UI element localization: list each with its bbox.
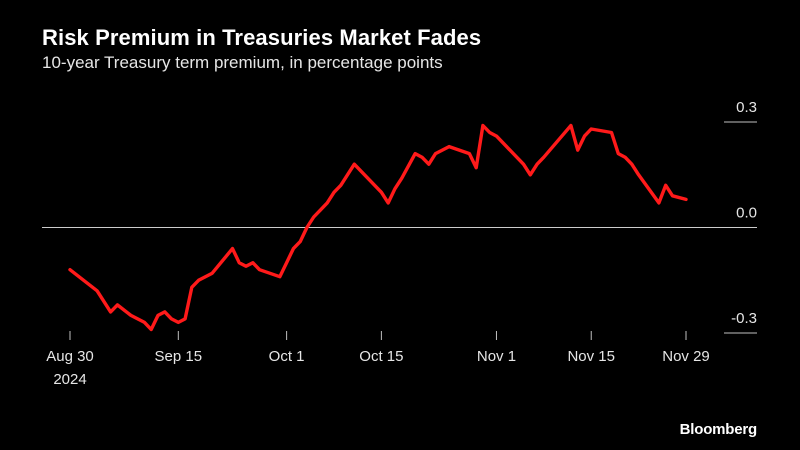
x-tick-label: Aug 30 xyxy=(46,348,94,365)
chart-subtitle: 10-year Treasury term premium, in percen… xyxy=(42,53,443,72)
y-tick-label: 0.0 xyxy=(736,205,757,222)
x-tick-label: Sep 15 xyxy=(155,348,203,365)
y-tick-label: -0.3 xyxy=(731,310,757,327)
x-tick-label: Oct 15 xyxy=(359,348,403,365)
term-premium-line xyxy=(68,123,688,332)
x-tick-sublabel: 2024 xyxy=(53,371,86,388)
x-tick-label: Oct 1 xyxy=(269,348,305,365)
y-tick-label: 0.3 xyxy=(736,99,757,116)
x-tick-label: Nov 15 xyxy=(567,348,615,365)
y-axis: 0.3 0.0 -0.3 xyxy=(724,99,757,334)
x-tick-label: Nov 29 xyxy=(662,348,710,365)
source-logo: Bloomberg xyxy=(679,421,758,438)
x-axis: Aug 30 2024 Sep 15 Oct 1 Oct 15 Nov 1 Nov 15 No… xyxy=(46,331,710,388)
series-group xyxy=(68,123,688,332)
x-tick-label: Nov 1 xyxy=(477,348,516,365)
chart-title: Risk Premium in Treasuries Market Fades xyxy=(42,25,482,50)
